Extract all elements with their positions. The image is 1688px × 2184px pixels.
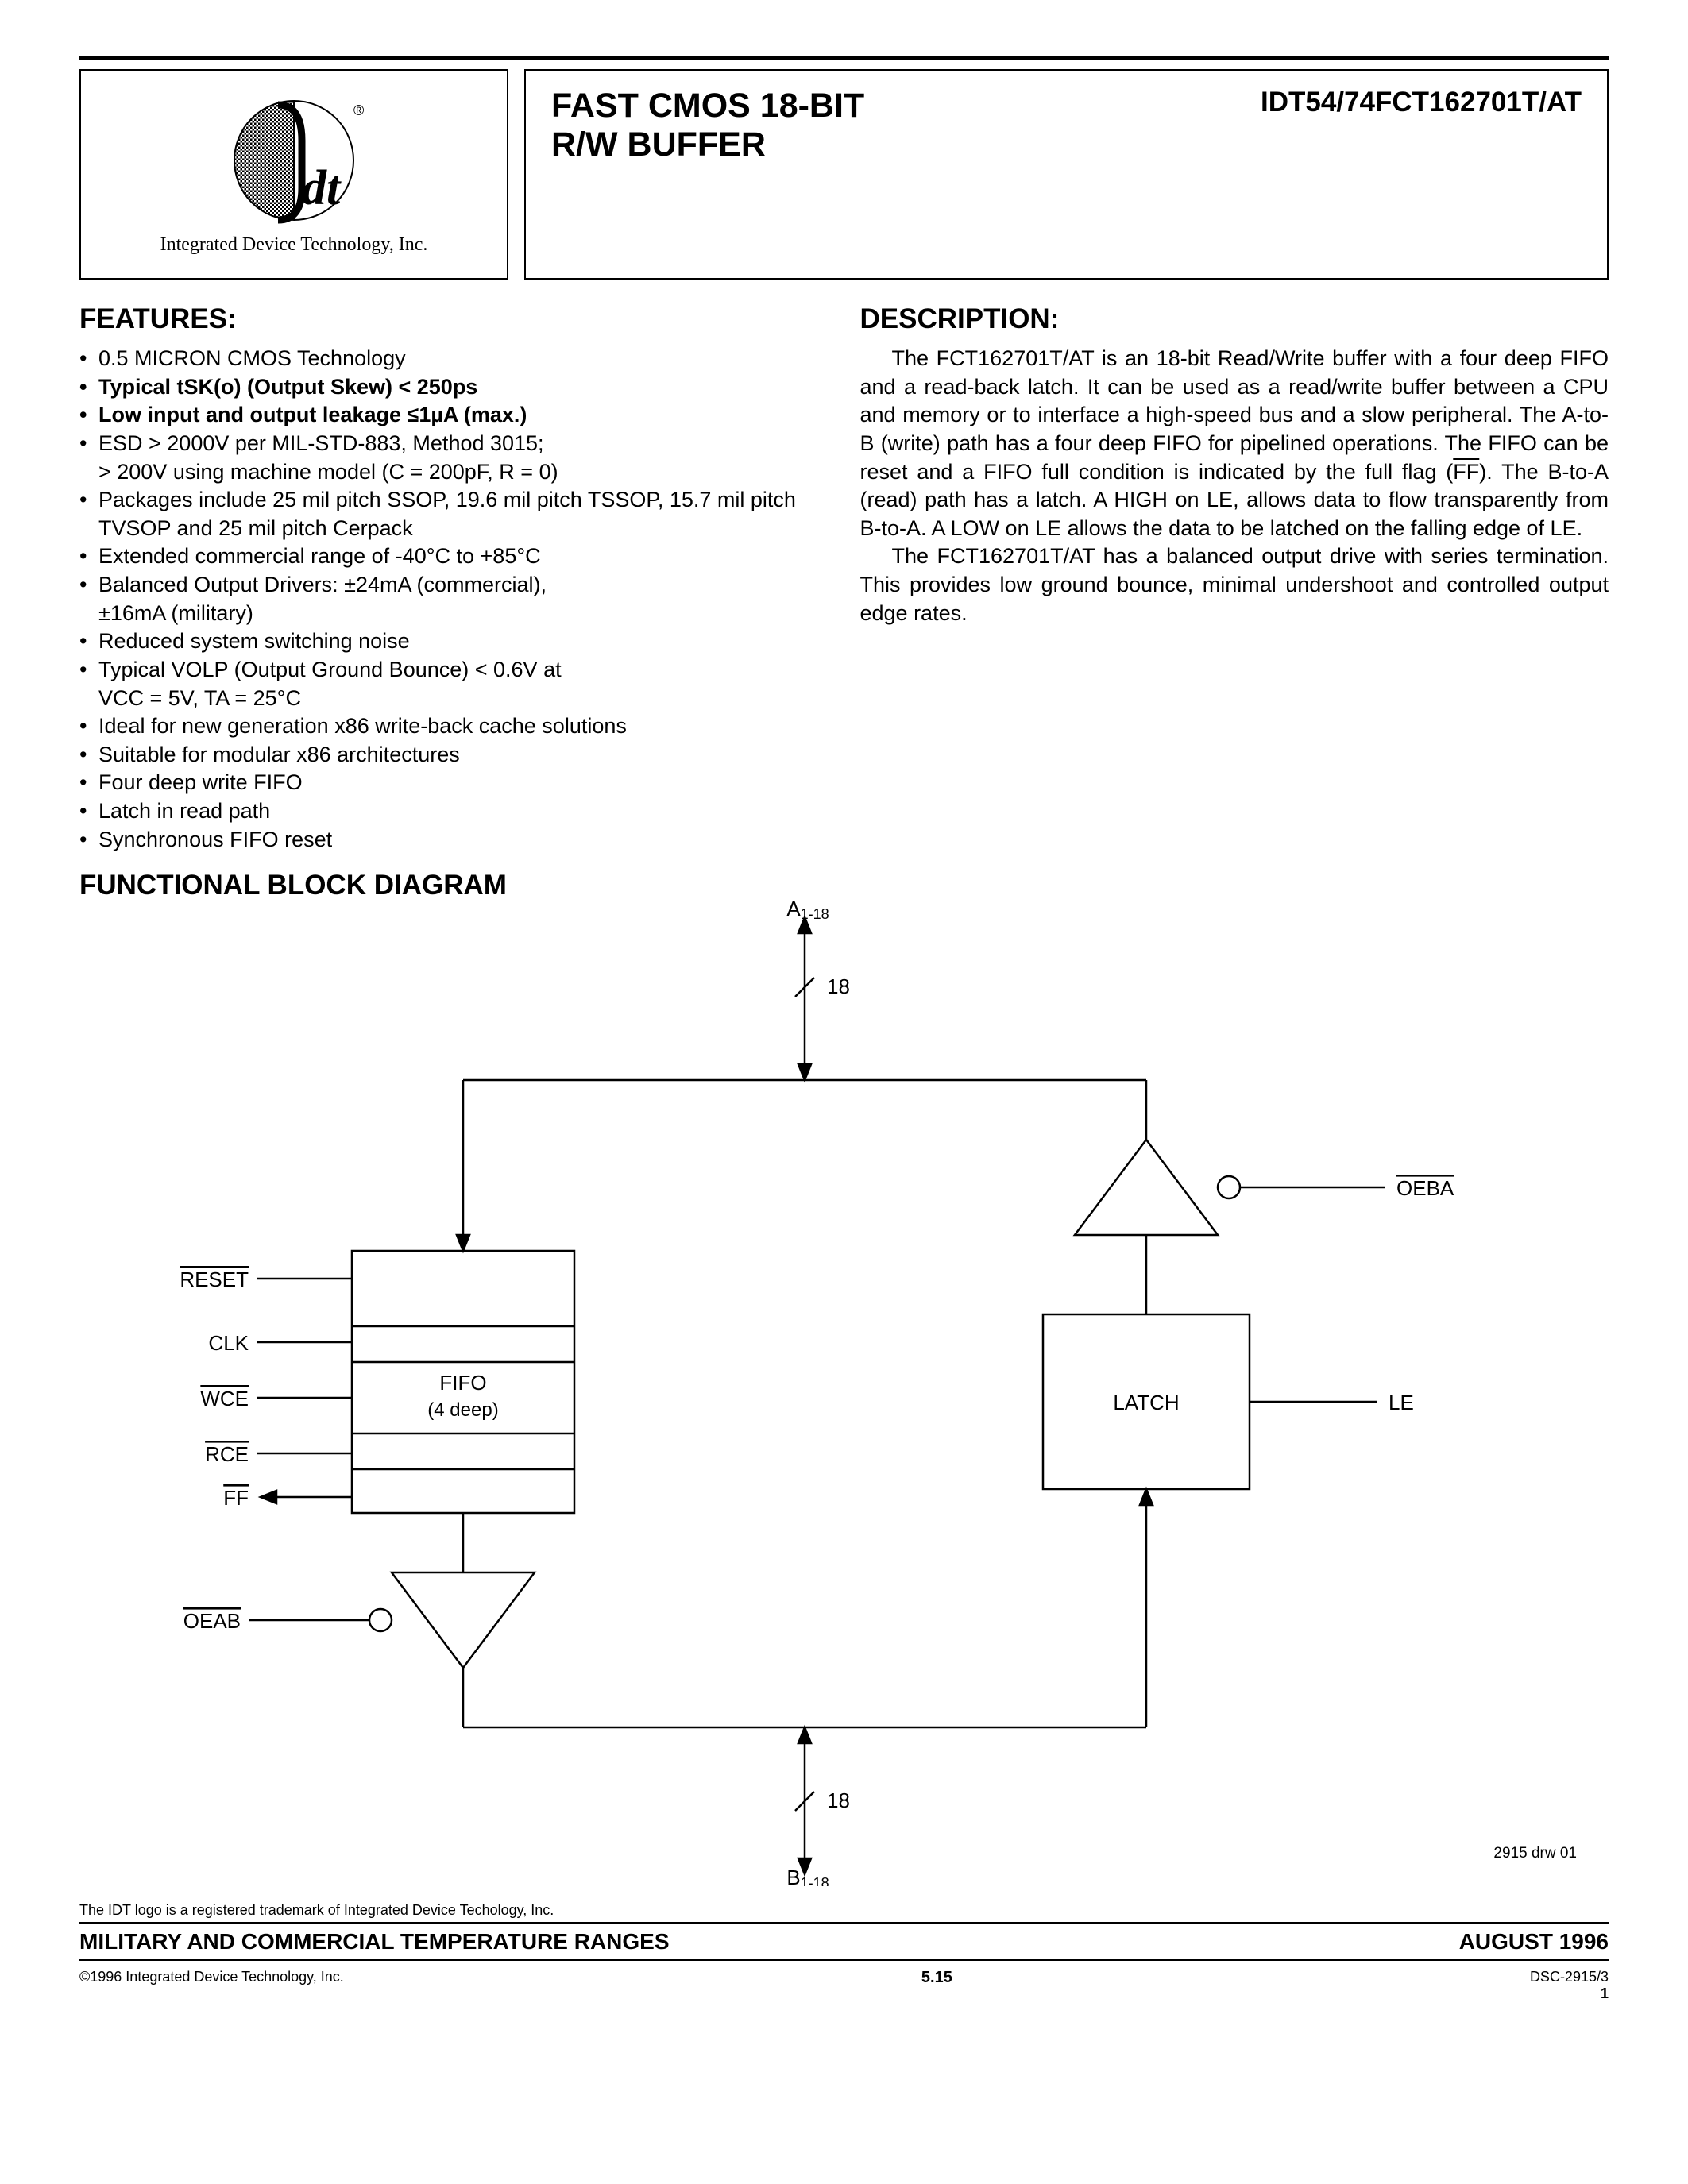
feature-item: Suitable for modular x86 architectures — [79, 741, 829, 770]
label-le: LE — [1389, 1391, 1414, 1414]
feature-item: ±16mA (military) — [79, 600, 829, 628]
footer-pagenum: 1 — [1530, 1985, 1609, 2002]
description-p2: The FCT162701T/AT has a balanced output … — [860, 542, 1609, 627]
label-fifo-sub: (4 deep) — [427, 1399, 498, 1421]
feature-item: Extended commercial range of -40°C to +8… — [79, 542, 829, 571]
footer-section: 5.15 — [921, 1969, 952, 2002]
diagram-heading: FUNCTIONAL BLOCK DIAGRAM — [79, 870, 1609, 901]
label-wce: WCE — [200, 1387, 249, 1410]
title-line1: FAST CMOS 18-BIT — [551, 87, 864, 125]
diagram-svg: A1-18 18 18 B1-18 FIFO (4 deep) LATCH RE… — [169, 901, 1520, 1886]
feature-item: Low input and output leakage ≤1µA (max.) — [79, 401, 829, 430]
description-text: The FCT162701T/AT is an 18-bit Read/Writ… — [860, 345, 1609, 627]
feature-item: VCC = 5V, TA = 25°C — [79, 685, 829, 713]
svg-text:®: ® — [353, 102, 364, 118]
label-oeab: OEAB — [183, 1609, 240, 1633]
idt-logo: dt ® — [222, 93, 365, 228]
footer-date: AUGUST 1996 — [1459, 1929, 1609, 1954]
footer-row-2: ©1996 Integrated Device Technology, Inc.… — [79, 1969, 1609, 2002]
label-a-sub: 1-18 — [800, 906, 829, 922]
feature-item: Four deep write FIFO — [79, 769, 829, 797]
description-column: DESCRIPTION: The FCT162701T/AT is an 18-… — [860, 303, 1609, 854]
content-columns: FEATURES: 0.5 MICRON CMOS TechnologyTypi… — [79, 303, 1609, 854]
feature-item: Typical tSK(o) (Output Skew) < 250ps — [79, 373, 829, 402]
label-a: A1-18 — [786, 901, 829, 922]
features-column: FEATURES: 0.5 MICRON CMOS TechnologyTypi… — [79, 303, 829, 854]
label-b-sub: 1-18 — [800, 1875, 829, 1886]
label-bus18-bot: 18 — [827, 1788, 850, 1812]
description-heading: DESCRIPTION: — [860, 303, 1609, 335]
label-oeba: OEBA — [1396, 1176, 1454, 1200]
footer-copyright: ©1996 Integrated Device Technology, Inc. — [79, 1969, 344, 2002]
rule-2 — [79, 1959, 1609, 1961]
block-diagram: A1-18 18 18 B1-18 FIFO (4 deep) LATCH RE… — [79, 901, 1609, 1886]
label-reset: RESET — [180, 1268, 249, 1291]
feature-item: Typical VOLP (Output Ground Bounce) < 0.… — [79, 656, 829, 685]
desc-p1-ff: FF — [1453, 460, 1479, 484]
label-bus18-top: 18 — [827, 974, 850, 998]
feature-item: ESD > 2000V per MIL-STD-883, Method 3015… — [79, 430, 829, 458]
footer-range: MILITARY AND COMMERCIAL TEMPERATURE RANG… — [79, 1929, 670, 1954]
product-title: FAST CMOS 18-BIT R/W BUFFER — [551, 87, 864, 262]
feature-item: Ideal for new generation x86 write-back … — [79, 712, 829, 741]
label-clk: CLK — [208, 1331, 249, 1355]
feature-item: Balanced Output Drivers: ±24mA (commerci… — [79, 571, 829, 600]
title-box: FAST CMOS 18-BIT R/W BUFFER IDT54/74FCT1… — [524, 69, 1609, 280]
feature-item: > 200V using machine model (C = 200pF, R… — [79, 458, 829, 487]
footer-docnum: DSC-2915/3 — [1530, 1969, 1609, 1985]
label-rce: RCE — [205, 1442, 249, 1466]
label-ff: FF — [223, 1486, 249, 1510]
description-p1: The FCT162701T/AT is an 18-bit Read/Writ… — [860, 345, 1609, 542]
trademark-notice: The IDT logo is a registered trademark o… — [79, 1902, 1609, 1919]
features-heading: FEATURES: — [79, 303, 829, 335]
logo-box: dt ® Integrated Device Technology, Inc. — [79, 69, 508, 280]
footer-doc: DSC-2915/3 1 — [1530, 1969, 1609, 2002]
logo-caption: Integrated Device Technology, Inc. — [160, 234, 428, 256]
feature-item: Packages include 25 mil pitch SSOP, 19.6… — [79, 486, 829, 542]
title-line2: R/W BUFFER — [551, 125, 766, 164]
header-row: dt ® Integrated Device Technology, Inc. … — [79, 69, 1609, 280]
feature-item: 0.5 MICRON CMOS Technology — [79, 345, 829, 373]
rule-1 — [79, 1922, 1609, 1924]
svg-text:dt: dt — [302, 161, 342, 215]
feature-item: Reduced system switching noise — [79, 627, 829, 656]
part-number: IDT54/74FCT162701T/AT — [1261, 87, 1582, 262]
label-fifo: FIFO — [439, 1371, 486, 1395]
features-list: 0.5 MICRON CMOS TechnologyTypical tSK(o)… — [79, 345, 829, 854]
feature-item: Synchronous FIFO reset — [79, 826, 829, 855]
top-rule — [79, 56, 1609, 60]
feature-item: Latch in read path — [79, 797, 829, 826]
label-latch: LATCH — [1113, 1391, 1179, 1414]
datasheet-page: dt ® Integrated Device Technology, Inc. … — [0, 0, 1688, 2184]
footer-row-1: MILITARY AND COMMERCIAL TEMPERATURE RANG… — [79, 1929, 1609, 1954]
drawing-number: 2915 drw 01 — [1493, 1845, 1577, 1862]
